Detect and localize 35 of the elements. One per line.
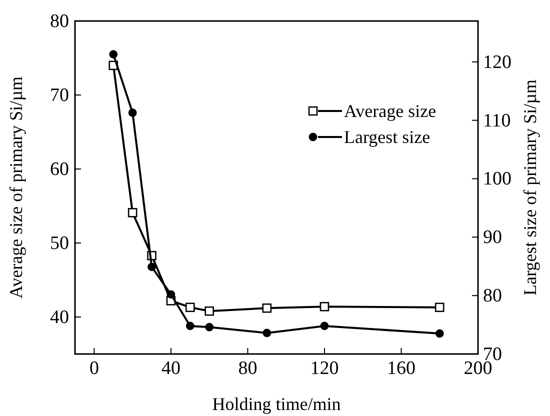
point bbox=[166, 290, 176, 299]
y-axis-title: Average size of primary Si/µm bbox=[6, 76, 26, 298]
y2-axis-title: Largest size of primary Si/µm bbox=[520, 80, 540, 296]
y2-tick-label: 110 bbox=[483, 110, 511, 132]
point bbox=[320, 302, 330, 312]
y2-tick-label: 80 bbox=[483, 286, 502, 307]
point bbox=[128, 208, 138, 218]
point bbox=[435, 329, 444, 338]
x-tick-label: 0 bbox=[89, 358, 99, 379]
legend-label: Average size bbox=[344, 101, 436, 121]
point bbox=[128, 108, 137, 117]
point bbox=[262, 328, 272, 338]
point bbox=[148, 262, 156, 272]
y-tick-label: 70 bbox=[50, 85, 69, 106]
point bbox=[320, 322, 329, 330]
x-tick-label: 80 bbox=[238, 358, 258, 379]
point bbox=[205, 322, 214, 332]
point bbox=[109, 50, 118, 58]
x-tick-label: 120 bbox=[310, 358, 339, 379]
point bbox=[434, 302, 444, 312]
legend-label: Largest size bbox=[344, 127, 430, 147]
y2-tick-label: 100 bbox=[483, 168, 512, 190]
y2-tick-label: 90 bbox=[483, 227, 502, 248]
y-tick-label: 80 bbox=[50, 11, 69, 32]
x-tick-label: 40 bbox=[161, 358, 180, 379]
y2-tick-label: 120 bbox=[483, 52, 512, 73]
y-tick-label: 50 bbox=[50, 233, 69, 254]
x-axis-title: Holding time/min bbox=[212, 394, 341, 414]
y-tick-label: 60 bbox=[50, 159, 69, 180]
x-tick-label: 160 bbox=[386, 358, 416, 379]
y-tick-label: 40 bbox=[50, 307, 69, 328]
point bbox=[262, 303, 272, 313]
point bbox=[186, 322, 194, 330]
point bbox=[185, 302, 195, 312]
point bbox=[204, 306, 214, 316]
